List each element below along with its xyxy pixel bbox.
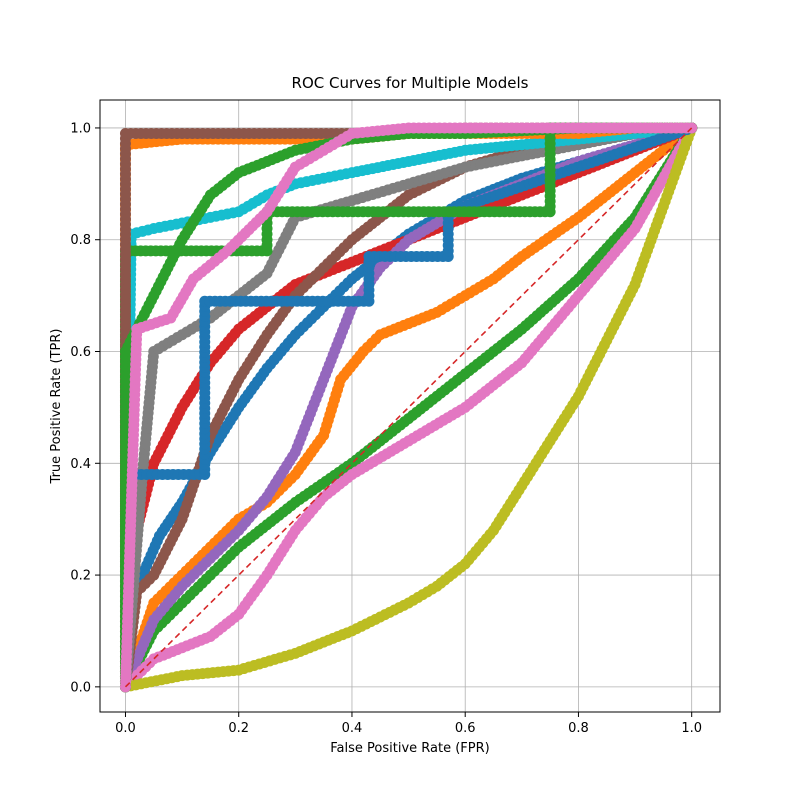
- y-tick-label: 0.2: [70, 569, 91, 584]
- y-axis-label: True Positive Rate (TPR): [49, 329, 64, 485]
- x-tick-label: 0.4: [342, 721, 363, 736]
- y-tick-label: 0.6: [70, 345, 91, 360]
- x-axis-label: False Positive Rate (FPR): [330, 741, 489, 756]
- x-tick-label: 1.0: [681, 721, 702, 736]
- series-layer: [119, 122, 698, 693]
- x-axis-ticks: 0.0 0.2 0.4 0.6 0.8 1.0: [115, 712, 702, 736]
- x-tick-label: 0.8: [568, 721, 589, 736]
- series-15: [119, 122, 698, 693]
- series-8: [119, 122, 698, 693]
- chart-title: ROC Curves for Multiple Models: [292, 74, 529, 92]
- diagonal-reference-line: [124, 127, 693, 688]
- series-6: [119, 122, 698, 693]
- y-tick-label: 0.4: [70, 457, 91, 472]
- y-tick-label: 1.0: [70, 121, 91, 136]
- series-16: [124, 127, 693, 688]
- plot-frame: [99, 99, 721, 713]
- x-tick-label: 0.6: [455, 721, 476, 736]
- x-tick-label: 0.2: [228, 721, 249, 736]
- y-tick-label: 0.0: [70, 680, 91, 695]
- y-axis-ticks: 0.0 0.2 0.4 0.6 0.8 1.0: [70, 121, 100, 695]
- x-tick-label: 0.0: [115, 721, 136, 736]
- y-tick-label: 0.8: [70, 233, 91, 248]
